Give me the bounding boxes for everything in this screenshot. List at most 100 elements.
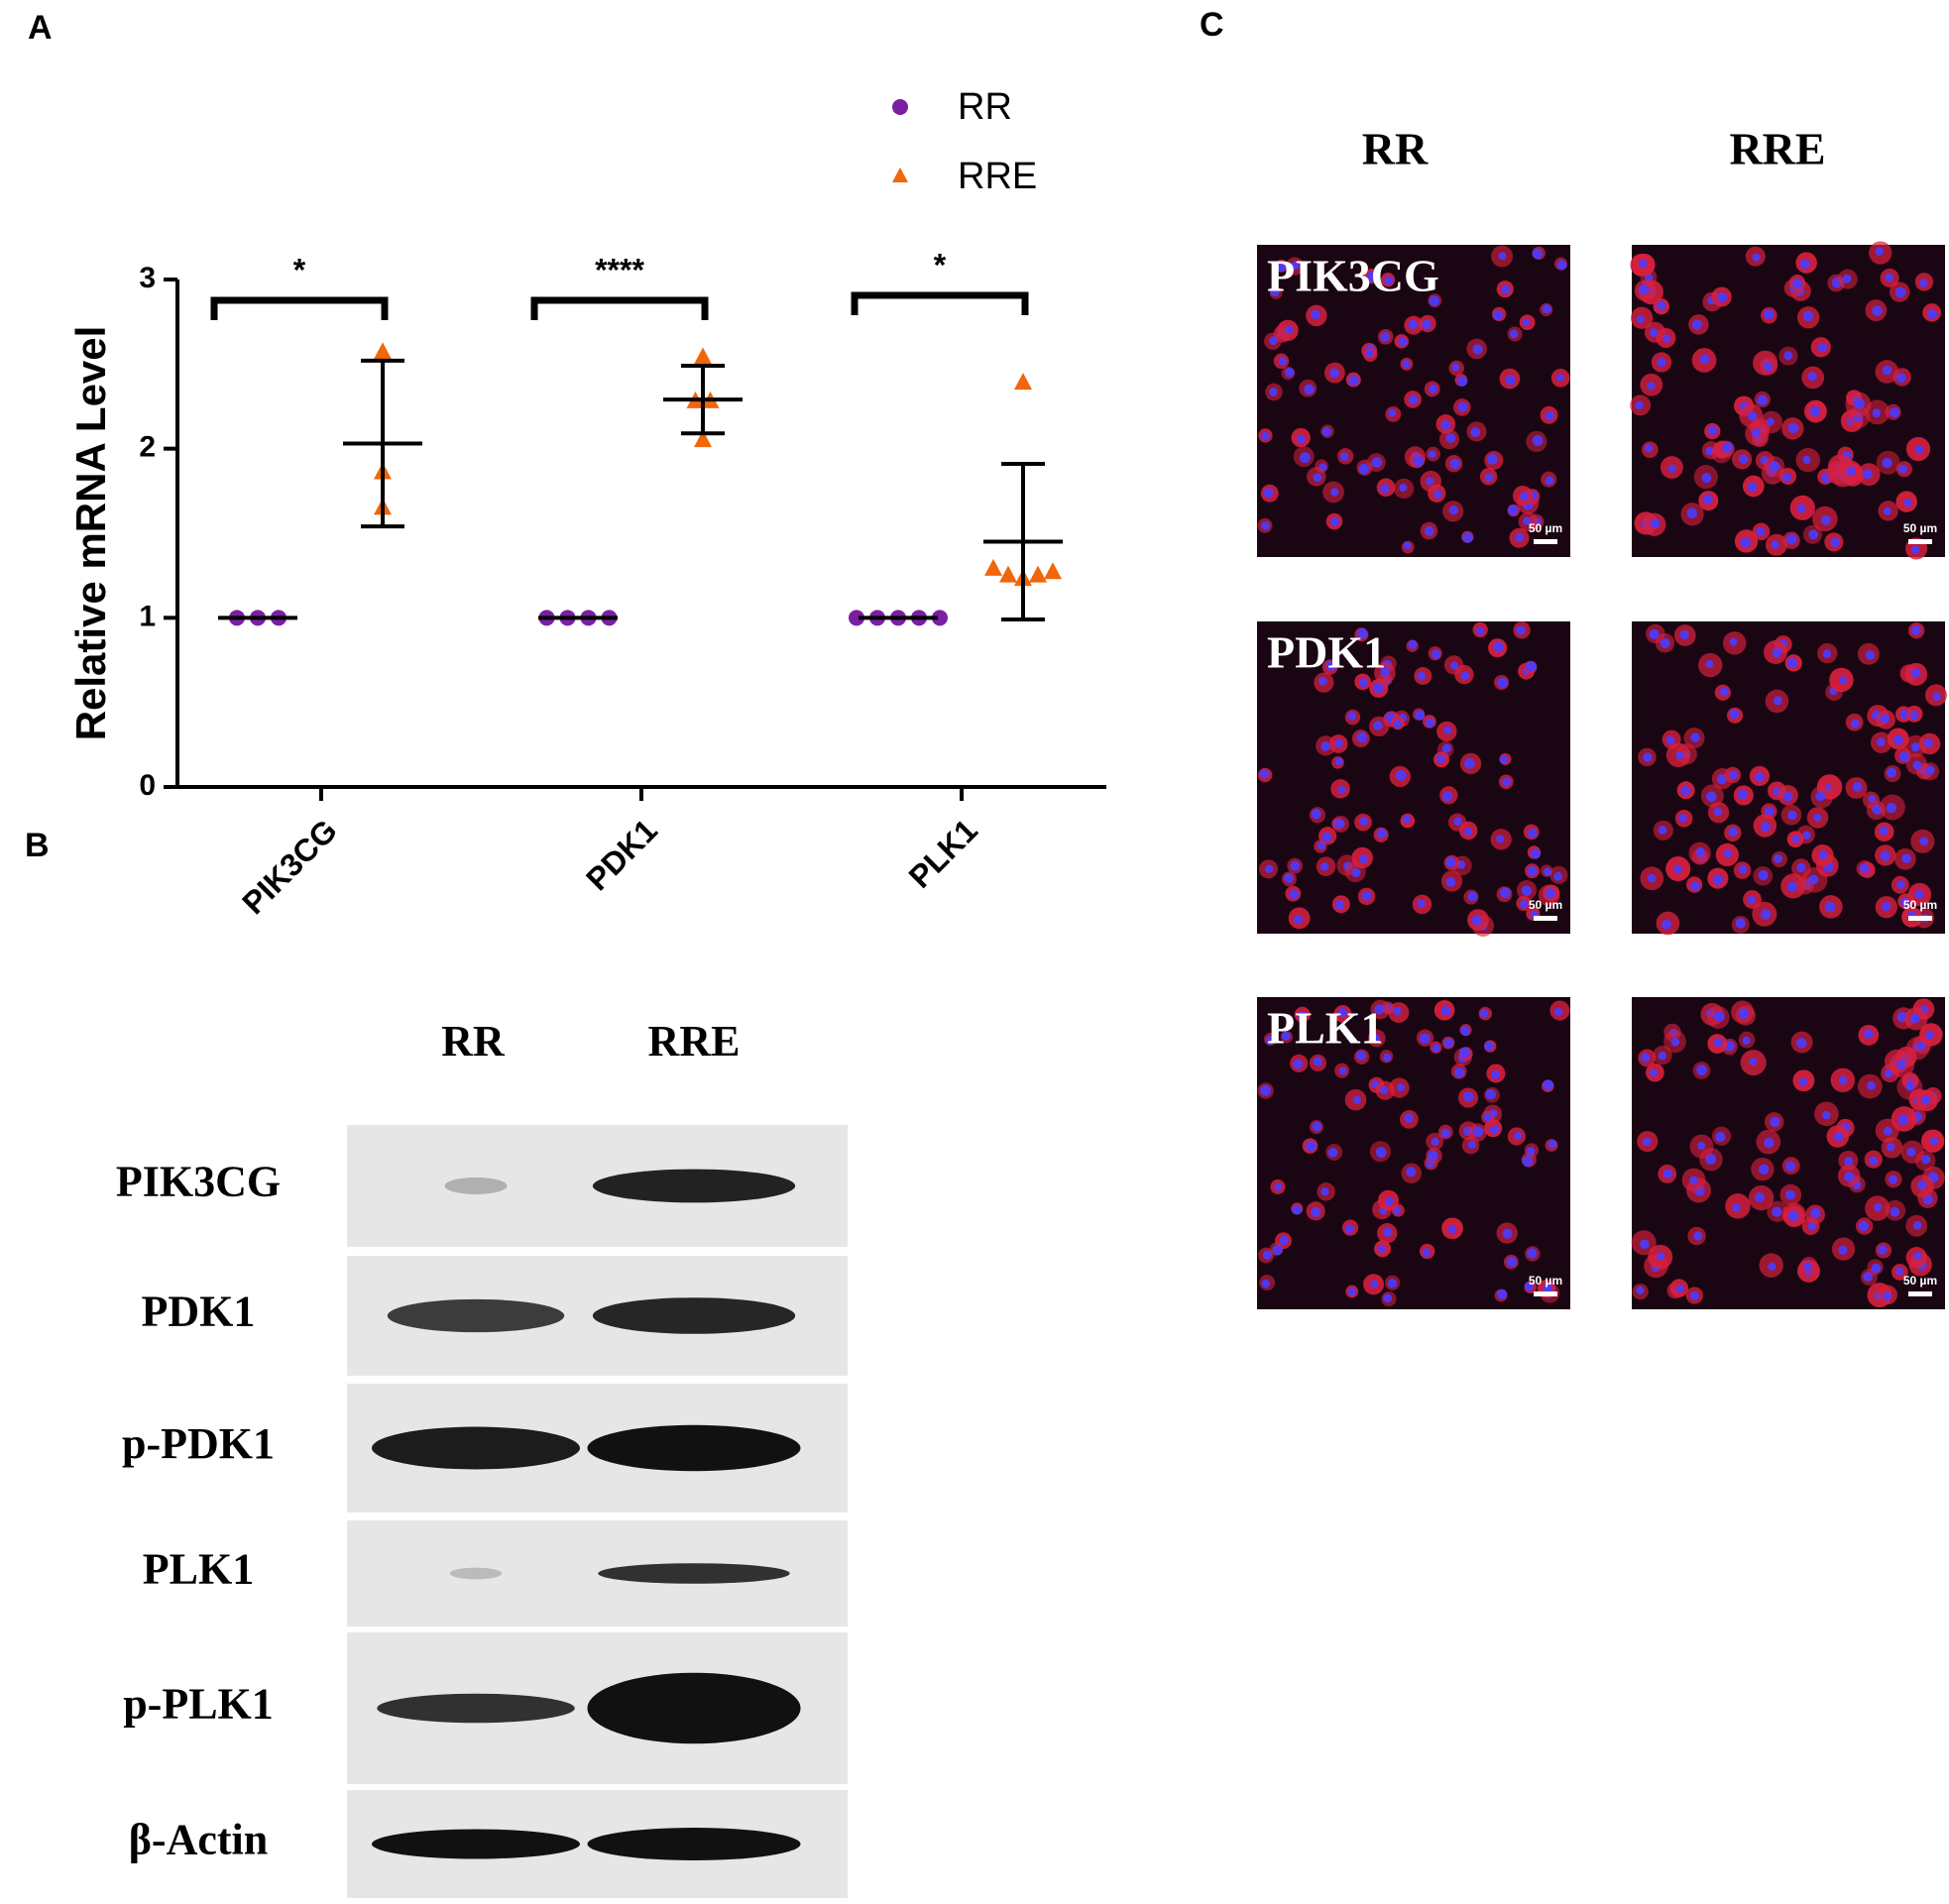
cell-nucleus — [1766, 417, 1775, 426]
cell-nucleus — [1398, 337, 1408, 347]
cell-nucleus — [1660, 637, 1670, 649]
panel-letter: C — [1200, 6, 1224, 44]
cell-nucleus — [1339, 452, 1349, 461]
blot-band — [387, 1298, 565, 1333]
cell-nucleus — [1472, 1126, 1484, 1138]
cell-nucleus — [1862, 468, 1873, 480]
cell-nucleus — [1417, 671, 1427, 681]
significance-label: * — [293, 252, 306, 287]
data-point — [1014, 373, 1032, 391]
cell-nucleus — [1472, 344, 1483, 355]
cell-nucleus — [1802, 310, 1814, 322]
row-label: PIK3CG — [116, 1158, 281, 1206]
cell-nucleus — [1886, 767, 1897, 778]
cell-nucleus — [1548, 1140, 1557, 1149]
cell-nucleus — [1888, 1175, 1898, 1184]
cell-nucleus — [1647, 382, 1656, 391]
cell-nucleus — [1809, 405, 1821, 417]
cell-nucleus — [1334, 738, 1343, 748]
cell-nucleus — [1914, 445, 1924, 455]
cell-nucleus — [1910, 668, 1921, 678]
cell-nucleus — [1643, 752, 1653, 762]
blot-band — [587, 1672, 801, 1744]
cell-nucleus — [1919, 279, 1928, 287]
cell-nucleus — [1885, 273, 1894, 282]
data-point — [932, 610, 948, 626]
cell-nucleus — [1667, 464, 1676, 473]
cell-nucleus — [1863, 1029, 1874, 1040]
row-label: PDK1 — [142, 1288, 256, 1336]
cell-nucleus — [1882, 457, 1892, 469]
cell-nucleus — [1635, 400, 1644, 410]
scale-bar — [1534, 1291, 1557, 1296]
cell-nucleus — [1890, 1206, 1900, 1217]
cell-nucleus — [1380, 484, 1390, 494]
cell-nucleus — [1556, 260, 1567, 271]
cell-nucleus — [1850, 719, 1860, 728]
cell-nucleus — [1696, 1064, 1708, 1075]
cell-nucleus — [1658, 825, 1667, 835]
cell-nucleus — [1377, 1245, 1386, 1254]
cell-nucleus — [1515, 532, 1525, 542]
cell-nucleus — [1702, 494, 1713, 504]
cell-nucleus — [1470, 427, 1481, 438]
significance-bracket — [210, 296, 389, 320]
blot-band — [598, 1563, 790, 1584]
cell-nucleus — [1289, 889, 1300, 900]
cell-nucleus — [1403, 541, 1412, 550]
cell-nucleus — [1772, 647, 1782, 658]
cell-nucleus — [1284, 873, 1294, 883]
cell-nucleus — [1532, 248, 1544, 260]
cell-nucleus — [1852, 781, 1863, 793]
cell-nucleus — [1404, 1113, 1414, 1123]
cell-nucleus — [1427, 1150, 1438, 1162]
cell-nucleus — [1553, 871, 1563, 881]
cell-nucleus — [1844, 1172, 1855, 1182]
cell-nucleus — [1449, 661, 1459, 670]
cell-nucleus — [1896, 1060, 1907, 1070]
cell-nucleus — [1351, 867, 1361, 878]
cell-nucleus — [1649, 1068, 1658, 1077]
cell-nucleus — [1312, 1121, 1322, 1132]
cell-nucleus — [1383, 1053, 1392, 1063]
cell-nucleus — [1722, 442, 1733, 453]
cell-nucleus — [1854, 397, 1865, 409]
cell-nucleus — [1543, 1079, 1554, 1091]
cell-nucleus — [1296, 434, 1306, 444]
cell-nucleus — [1358, 854, 1368, 864]
cell-nucleus — [1406, 1167, 1417, 1177]
cell-nucleus — [1526, 660, 1538, 672]
blot-band — [587, 1424, 801, 1472]
cell-nucleus — [1356, 627, 1368, 639]
cell-nucleus — [1924, 1030, 1935, 1040]
cell-nucleus — [1728, 827, 1739, 838]
cell-nucleus — [1799, 259, 1810, 270]
cell-nucleus — [1519, 899, 1529, 909]
cell-nucleus — [1334, 819, 1345, 829]
micrograph: 50 µm PDK1 — [1257, 621, 1570, 937]
scale-bar-label: 50 µm — [1529, 1274, 1562, 1288]
cell-nucleus — [1499, 887, 1511, 899]
cell-nucleus — [1408, 394, 1419, 405]
cell-nucleus — [1732, 1202, 1741, 1212]
cell-nucleus — [1880, 714, 1891, 725]
cell-nucleus — [1263, 488, 1274, 499]
cell-nucleus — [1662, 1169, 1673, 1179]
cell-nucleus — [1884, 1126, 1892, 1136]
cell-nucleus — [1467, 1140, 1477, 1150]
cell-nucleus — [1872, 305, 1883, 317]
cell-nucleus — [1813, 813, 1822, 822]
cell-nucleus — [1764, 362, 1774, 372]
scale-bar-label: 50 µm — [1903, 898, 1937, 912]
cell-nucleus — [1490, 1069, 1500, 1079]
cell-nucleus — [1459, 1047, 1471, 1059]
cell-nucleus — [1796, 504, 1806, 513]
cell-nucleus — [1808, 874, 1819, 885]
cell-nucleus — [1376, 828, 1387, 840]
cell-nucleus — [1886, 802, 1896, 814]
cell-nucleus — [1773, 696, 1782, 706]
data-point — [374, 342, 392, 360]
blot-band — [587, 1828, 801, 1860]
cell-nucleus — [1393, 1006, 1402, 1016]
cell-nucleus — [1545, 888, 1556, 899]
